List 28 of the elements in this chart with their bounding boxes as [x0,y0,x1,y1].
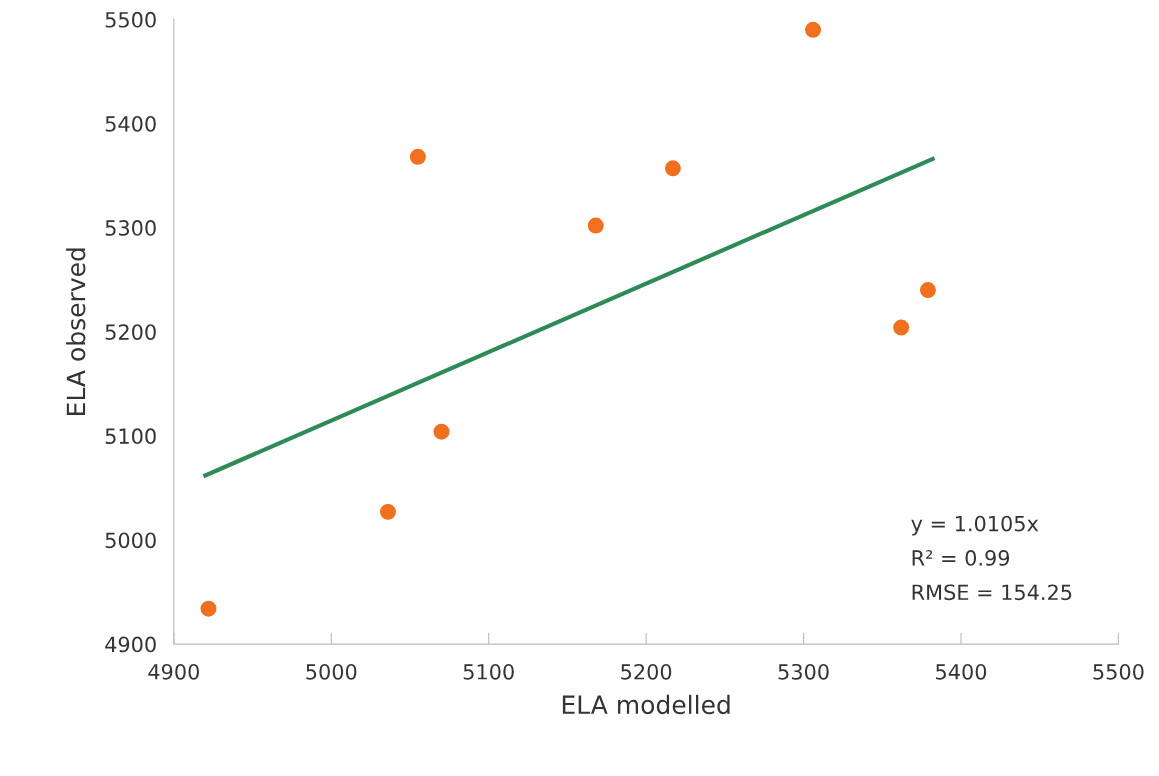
annotation: y = 1.0105x [911,515,1039,536]
x-tick-label: 5300 [778,663,829,680]
y-tick-label: 5000 [105,532,156,549]
x-tick-label: 5000 [306,663,357,680]
x-tick-label: 5400 [936,663,987,680]
y-tick-label: 5200 [105,324,156,340]
x-tick-label: 5100 [463,663,514,680]
x-tick-label: 4900 [148,663,199,680]
annotation: R² = 0.99 [912,550,1010,566]
point [433,423,450,440]
point [200,600,217,617]
point [919,282,936,299]
point [587,217,604,234]
x-tick-label: 5500 [1093,663,1144,680]
y-tick-label: 5500 [105,11,156,28]
point [379,503,396,520]
x-axis-title: ELA modelled [562,694,730,715]
point [409,148,426,165]
point [805,21,821,38]
y-axis-title: ELA observed [66,248,86,415]
y-tick-label: 4900 [105,636,156,653]
point [893,319,910,336]
x-tick-label: 5200 [621,663,672,680]
y-tick-label: 5400 [105,115,156,132]
y-tick-label: 5300 [105,220,156,236]
point [664,160,681,177]
y-tick-label: 5100 [105,428,156,445]
annotation: RMSE = 154.25 [912,584,1072,601]
